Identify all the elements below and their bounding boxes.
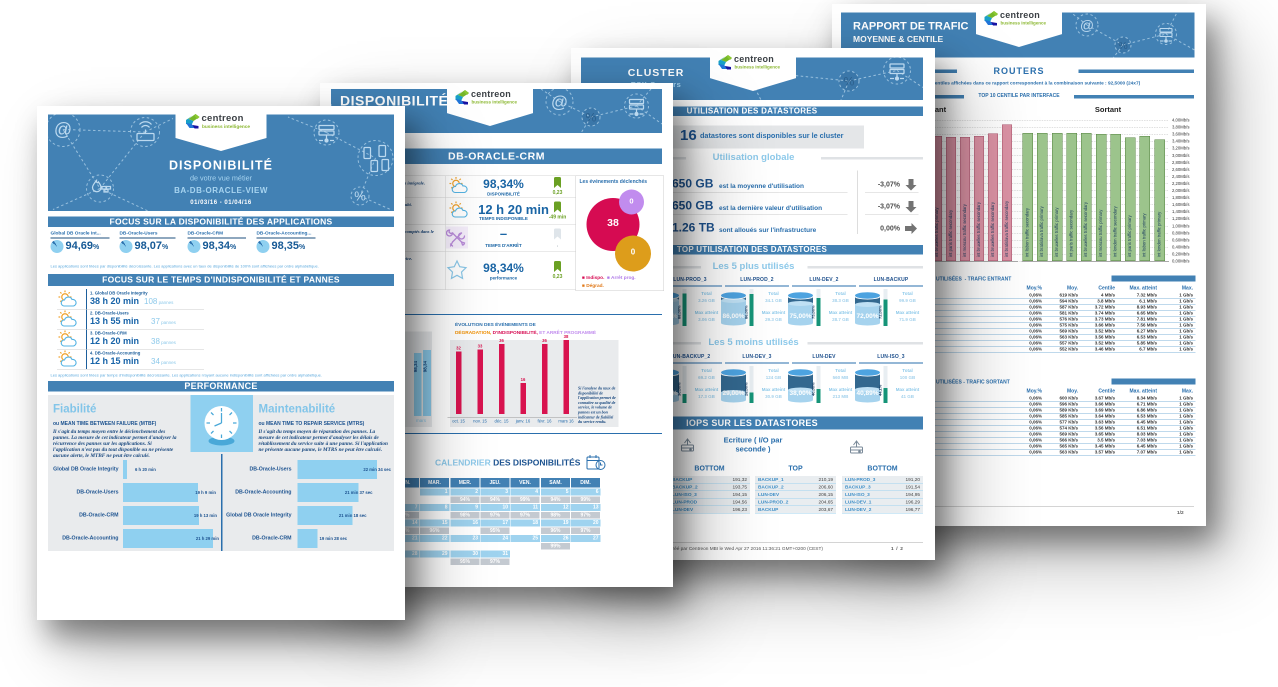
- svg-text:@: @: [54, 120, 72, 140]
- svg-text:@: @: [551, 93, 568, 112]
- svg-text:%: %: [844, 75, 855, 89]
- svg-text:@: @: [1080, 17, 1094, 33]
- svg-text:%: %: [586, 111, 597, 125]
- svg-text:%: %: [1118, 40, 1127, 52]
- svg-text:%: %: [354, 189, 366, 204]
